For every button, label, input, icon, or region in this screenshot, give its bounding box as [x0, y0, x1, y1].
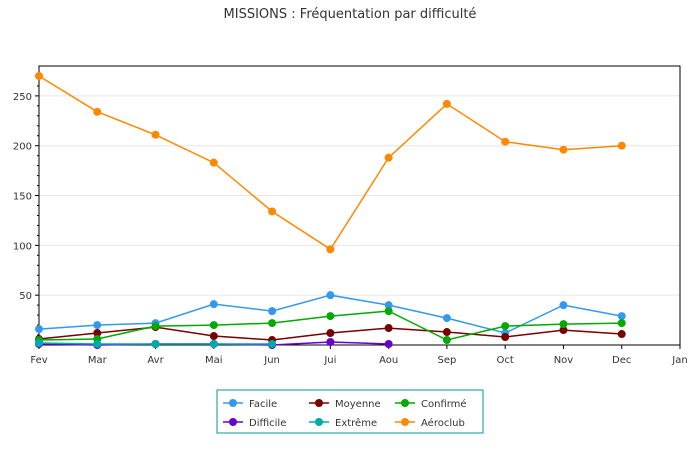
- data-point: [209, 332, 218, 341]
- legend-label: Confirmé: [421, 398, 467, 410]
- plot-frame: [38, 65, 681, 346]
- x-tick-label: Jun: [263, 355, 280, 366]
- data-point: [384, 340, 393, 349]
- x-tick-label: Fev: [30, 355, 47, 366]
- series-line: [38, 75, 622, 251]
- data-point: [442, 314, 451, 323]
- data-point: [268, 340, 277, 349]
- legend-marker: [315, 399, 323, 407]
- data-point: [93, 107, 102, 116]
- data-point: [268, 319, 277, 328]
- data-point: [559, 145, 568, 154]
- series-2: [35, 307, 626, 345]
- data-point: [93, 340, 102, 349]
- x-tick-label: Avr: [147, 355, 164, 366]
- x-tick-label: Mar: [88, 355, 108, 366]
- series-4: [35, 339, 277, 349]
- legend-item: Facile: [223, 399, 277, 410]
- x-tick-label: Sep: [437, 355, 456, 366]
- grid-lines: [39, 95, 680, 296]
- legend: Facile Moyenne Confirmé Difficile Extrême Aér…: [216, 389, 484, 434]
- data-point: [35, 339, 43, 348]
- data-point: [35, 325, 43, 334]
- chart-title: MISSIONS : Fréquentation par difficulté: [224, 7, 477, 22]
- legend-label: Difficile: [249, 418, 286, 429]
- legend-item: Confirmé: [395, 398, 467, 410]
- legend-marker: [315, 418, 323, 426]
- legend-item: Difficile: [223, 418, 286, 429]
- data-point: [268, 207, 277, 216]
- data-point: [93, 321, 102, 330]
- legend-item: Aéroclub: [395, 417, 465, 429]
- data-point: [617, 312, 626, 321]
- legend-item: Moyenne: [309, 399, 381, 410]
- data-point: [209, 300, 218, 309]
- x-tick-label: Nov: [554, 355, 574, 366]
- legend-marker: [229, 399, 237, 407]
- data-point: [209, 158, 218, 167]
- data-point: [326, 291, 335, 300]
- y-tick-label: 100: [13, 241, 32, 252]
- y-tick-label: 50: [19, 291, 32, 302]
- data-point: [501, 322, 510, 331]
- data-point: [442, 328, 451, 337]
- y-axis-ticks: 50 100 150 200 250: [13, 75, 39, 336]
- series-group: [35, 71, 626, 349]
- data-point: [93, 329, 102, 338]
- data-point: [326, 312, 335, 321]
- legend-marker: [229, 418, 237, 426]
- x-tick-label: Mai: [205, 355, 223, 366]
- data-point: [209, 321, 218, 330]
- legend-label: Aéroclub: [421, 417, 465, 429]
- data-point: [151, 130, 160, 139]
- x-tick-label: Dec: [612, 355, 631, 366]
- data-point: [326, 329, 335, 338]
- data-point: [326, 338, 335, 347]
- y-tick-label: 250: [13, 92, 32, 103]
- y-tick-label: 200: [13, 142, 32, 153]
- y-tick-label: 150: [13, 192, 32, 203]
- data-point: [268, 307, 277, 316]
- legend-label: Moyenne: [335, 399, 381, 410]
- data-point: [384, 307, 393, 316]
- legend-label: Facile: [249, 399, 277, 410]
- data-point: [442, 99, 451, 108]
- data-point: [559, 320, 568, 329]
- data-point: [442, 336, 451, 345]
- data-point: [501, 137, 510, 146]
- legend-item: Extrême: [309, 417, 377, 429]
- axes: [38, 65, 681, 346]
- data-point: [559, 326, 568, 335]
- data-point: [326, 245, 335, 254]
- data-point: [384, 324, 393, 333]
- data-point: [35, 71, 43, 80]
- data-point: [501, 333, 510, 342]
- data-point: [617, 330, 626, 339]
- x-tick-label: Aou: [379, 355, 398, 366]
- x-tick-label: Oct: [497, 355, 514, 366]
- data-point: [151, 340, 160, 349]
- data-point: [384, 301, 393, 310]
- x-axis-ticks: Fev Mar Avr Mai Jun Jui Aou Sep Oct Nov Dec Jan: [30, 345, 688, 366]
- data-point: [617, 141, 626, 150]
- legend-box: [216, 389, 484, 434]
- data-point: [559, 301, 568, 310]
- legend-marker: [401, 399, 409, 407]
- series-5: [35, 71, 626, 254]
- legend-label: Extrême: [335, 417, 377, 429]
- data-point: [151, 322, 160, 331]
- data-point: [384, 153, 393, 162]
- data-point: [617, 319, 626, 328]
- data-point: [209, 340, 218, 349]
- x-tick-label: Jui: [323, 355, 336, 366]
- legend-marker: [401, 418, 409, 426]
- x-tick-label: Jan: [671, 355, 687, 366]
